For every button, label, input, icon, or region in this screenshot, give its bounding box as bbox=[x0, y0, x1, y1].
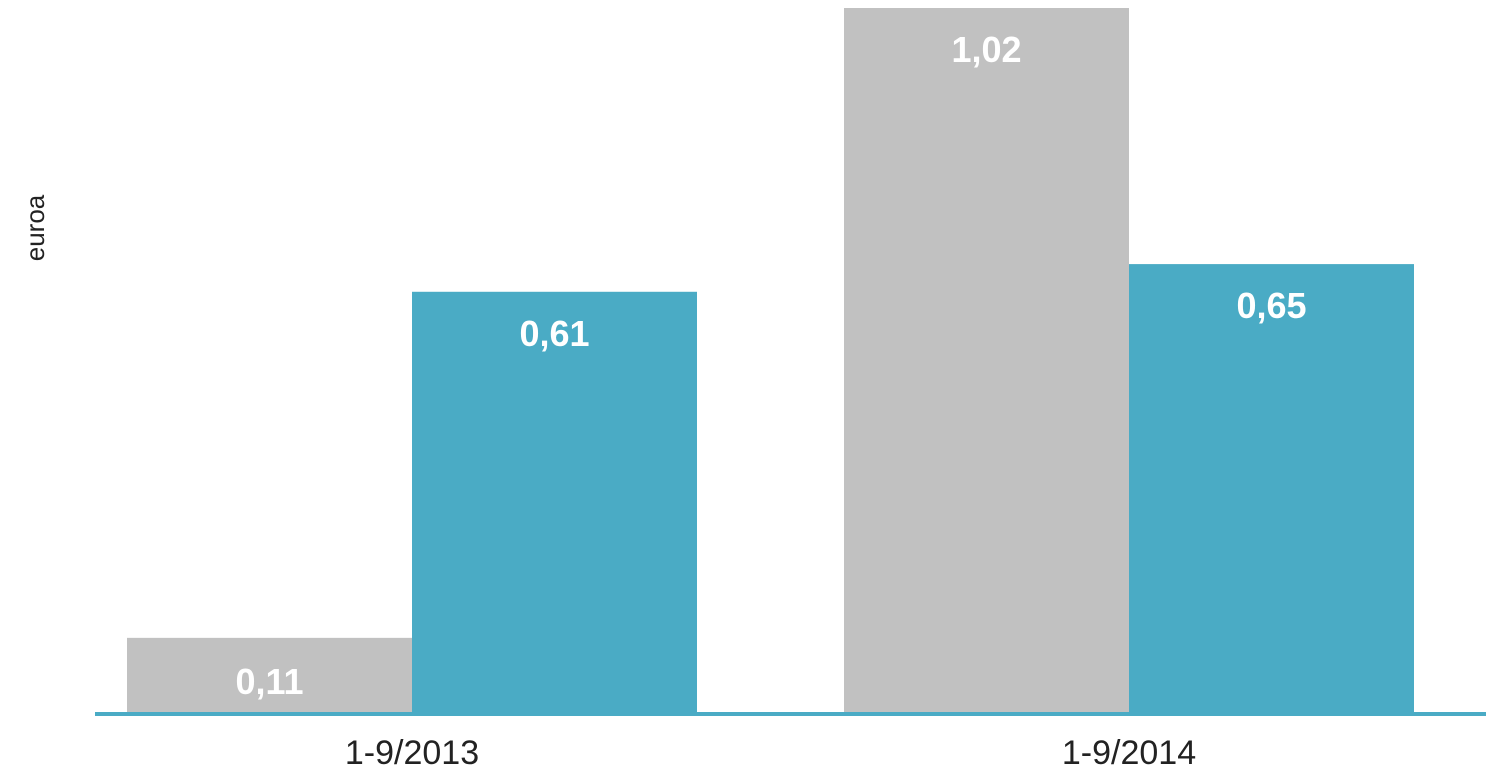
data-label-1-1: 0,11 bbox=[235, 661, 303, 702]
bar-2-2 bbox=[1129, 264, 1414, 714]
x-tick-label-1: 1-9/2013 bbox=[345, 734, 479, 772]
bar-2-1 bbox=[412, 291, 697, 714]
y-axis-label: euroa bbox=[20, 194, 50, 261]
x-axis-ticks: 1-9/2013 1-9/2014 bbox=[345, 734, 1196, 772]
bars-group: 0,11 0,61 1,02 0,65 bbox=[127, 8, 1414, 714]
data-label-2-2: 0,65 bbox=[1236, 285, 1306, 326]
data-label-1-2: 1,02 bbox=[951, 29, 1021, 70]
x-tick-label-2: 1-9/2014 bbox=[1062, 734, 1196, 772]
data-label-2-1: 0,61 bbox=[519, 313, 589, 354]
bar-1-1 bbox=[127, 637, 412, 714]
bar-1-2 bbox=[844, 8, 1129, 714]
